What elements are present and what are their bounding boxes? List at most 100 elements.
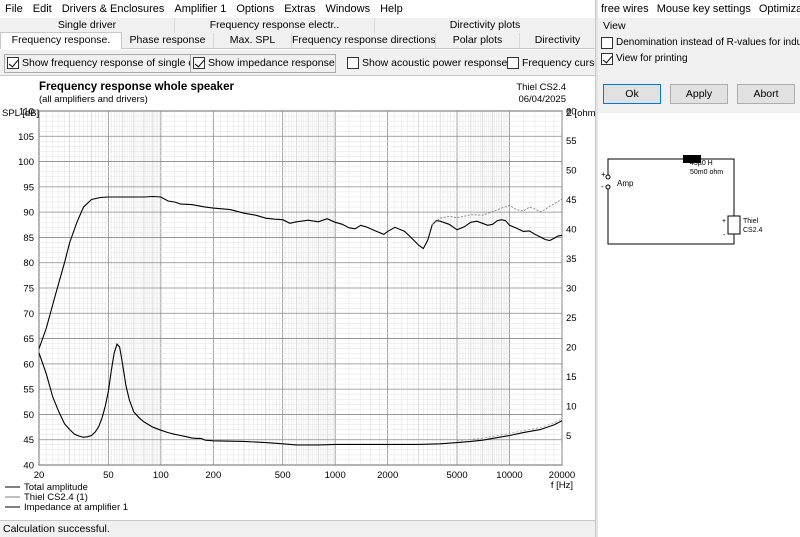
driver-minus-sign: - bbox=[723, 232, 726, 239]
x-tick-label: 1000 bbox=[325, 470, 346, 481]
menu-windows[interactable]: Windows bbox=[325, 3, 371, 15]
y2-tick-label: 55 bbox=[566, 136, 577, 147]
x-tick-label: 500 bbox=[275, 470, 291, 481]
y-tick-label: 50 bbox=[23, 410, 34, 421]
amp-terminal-minus bbox=[605, 184, 611, 190]
tab-phase-response[interactable]: Phase response bbox=[122, 33, 214, 48]
abort-button[interactable]: Abort bbox=[737, 84, 795, 104]
chart-legend: Total amplitude Thiel CS2.4 (1) Impedanc… bbox=[5, 482, 128, 513]
apply-button[interactable]: Apply bbox=[670, 84, 728, 104]
frequency-cursor-option[interactable]: Frequency cursor bbox=[507, 56, 604, 70]
y2-tick-label: 60 bbox=[566, 107, 577, 118]
menu-drivers-enclosures[interactable]: Drivers & Enclosures bbox=[61, 3, 165, 15]
chart-project-name: Thiel CS2.4 bbox=[516, 82, 566, 93]
x-tick-label: 100 bbox=[153, 470, 169, 481]
y-tick-label: 105 bbox=[18, 132, 34, 143]
crossover-schematic[interactable]: + - Amp 45µ0 H 50m0 ohm + - Thiel CS2.4 bbox=[598, 113, 800, 537]
series-line-1 bbox=[431, 198, 563, 226]
legend-impedance: Impedance at amplifier 1 bbox=[24, 502, 128, 513]
y2-tick-label: 45 bbox=[566, 195, 577, 206]
y-tick-label: 90 bbox=[23, 208, 34, 219]
view-group: View Denomination instead of R-values fo… bbox=[601, 20, 800, 66]
menu-options[interactable]: Options bbox=[236, 3, 275, 15]
y2-tick-label: 35 bbox=[566, 254, 577, 265]
inductor-resistance: 50m0 ohm bbox=[690, 169, 723, 176]
amp-terminal-plus bbox=[605, 174, 611, 180]
x-tick-label: 2000 bbox=[377, 470, 398, 481]
tab-polar-plots[interactable]: Polar plots bbox=[436, 33, 520, 48]
frequency-cursor-label: Frequency cursor bbox=[522, 57, 604, 69]
tab-directivity[interactable]: Directivity bbox=[534, 34, 581, 46]
tab-frequency-response[interactable]: Frequency response. bbox=[0, 32, 122, 49]
y2-tick-label: 10 bbox=[566, 402, 577, 413]
series-line-0 bbox=[38, 195, 563, 349]
show-acoustic-power-label: Show acoustic power response bbox=[362, 57, 508, 69]
menu-mouse-key-settings[interactable]: Mouse key settings bbox=[656, 3, 751, 15]
menu-extras[interactable]: Extras bbox=[284, 3, 316, 15]
series-layer bbox=[38, 195, 563, 446]
show-acoustic-power-option[interactable]: Show acoustic power response bbox=[347, 56, 507, 70]
y-tick-label: 110 bbox=[19, 107, 34, 118]
y-tick-label: 95 bbox=[23, 182, 34, 193]
status-bar: Calculation successful. bbox=[0, 520, 595, 537]
menu-help[interactable]: Help bbox=[380, 3, 403, 15]
driver-label-1: Thiel bbox=[743, 218, 759, 225]
schematic-wire-bottom bbox=[607, 189, 735, 245]
show-single-driver-label: Show frequency response of single driver bbox=[22, 57, 215, 69]
y2-tick-label: 40 bbox=[566, 225, 577, 236]
inductor-symbol[interactable] bbox=[683, 155, 701, 163]
y-tick-label: 100 bbox=[18, 157, 34, 168]
amp-label: Amp bbox=[617, 179, 634, 188]
x-tick-label: 200 bbox=[205, 470, 221, 481]
show-single-driver-checkbox[interactable] bbox=[7, 57, 19, 69]
y-tick-label: 75 bbox=[23, 284, 34, 295]
driver-plus-sign: + bbox=[722, 218, 726, 225]
driver-symbol[interactable] bbox=[727, 215, 741, 235]
x-tick-label: 10000 bbox=[496, 470, 522, 481]
chart-area: 40 45 50 55 60 65 70 75 80 85 90 95 100 105 110 5 10 15 20… bbox=[0, 77, 598, 520]
tab-frequency-response-electrical[interactable]: Frequency response electr.. bbox=[175, 18, 375, 33]
x-tick-label: 20000 bbox=[549, 470, 575, 481]
tab-row-2: Frequency response. Phase response Max. … bbox=[0, 32, 595, 49]
menu-edit[interactable]: Edit bbox=[32, 3, 52, 15]
menu-optimization[interactable]: Optimization bbox=[758, 3, 800, 15]
tab-frequency-response-directions[interactable]: Frequency response directions bbox=[292, 33, 436, 48]
menu-free-wires[interactable]: free wires bbox=[601, 3, 649, 15]
right-panel-settings: View Denomination instead of R-values fo… bbox=[598, 18, 800, 113]
frequency-response-chart[interactable]: 40 45 50 55 60 65 70 75 80 85 90 95 100 105 110 5 10 15 20… bbox=[0, 77, 598, 520]
menu-file[interactable]: File bbox=[5, 3, 23, 15]
y2-axis-label: Z [ohm] bbox=[566, 108, 595, 119]
right-panel-menu: free wires Mouse key settings Optimizati… bbox=[598, 0, 800, 18]
ok-button[interactable]: Ok bbox=[603, 84, 661, 104]
view-for-printing-checkbox[interactable] bbox=[601, 52, 613, 65]
y2-tick-label: 25 bbox=[566, 313, 577, 324]
tab-directivity-plots[interactable]: Directivity plots bbox=[449, 19, 521, 31]
chart-date: 06/04/2025 bbox=[518, 94, 566, 105]
grid-layer bbox=[38, 110, 563, 466]
show-single-driver-option[interactable]: Show frequency response of single driver bbox=[7, 56, 215, 70]
series-line-2 bbox=[38, 343, 563, 446]
y-tick-label: 80 bbox=[23, 258, 34, 269]
menu-amplifier-1[interactable]: Amplifier 1 bbox=[174, 3, 227, 15]
frequency-cursor-checkbox[interactable] bbox=[507, 57, 519, 69]
panel-splitter[interactable] bbox=[595, 0, 598, 537]
y-tick-label: 70 bbox=[23, 309, 34, 320]
y-tick-label: 40 bbox=[23, 461, 34, 472]
show-acoustic-power-checkbox[interactable] bbox=[347, 57, 359, 69]
legend-total-amplitude: Total amplitude bbox=[24, 482, 88, 493]
denomination-option[interactable]: Denomination instead of R-values for ind… bbox=[601, 35, 800, 50]
show-impedance-option[interactable]: Show impedance response bbox=[193, 56, 335, 70]
view-for-printing-option[interactable]: View for printing bbox=[601, 51, 799, 66]
x-tick-label: 50 bbox=[103, 470, 114, 481]
tab-max-spl[interactable]: Max. SPL bbox=[214, 33, 292, 48]
driver-label-2: CS2.4 bbox=[743, 227, 763, 234]
show-impedance-label: Show impedance response bbox=[208, 57, 335, 69]
dialog-buttons: Ok Apply Abort bbox=[598, 84, 800, 108]
denomination-checkbox[interactable] bbox=[601, 36, 613, 49]
y-tick-label: 55 bbox=[23, 385, 34, 396]
schematic-wire-top bbox=[607, 158, 735, 216]
show-impedance-checkbox[interactable] bbox=[193, 57, 205, 69]
option-box-impedance bbox=[190, 54, 336, 73]
y-axis-label: SPL [dB] bbox=[2, 108, 39, 119]
tab-single-driver[interactable]: Single driver bbox=[0, 18, 175, 33]
